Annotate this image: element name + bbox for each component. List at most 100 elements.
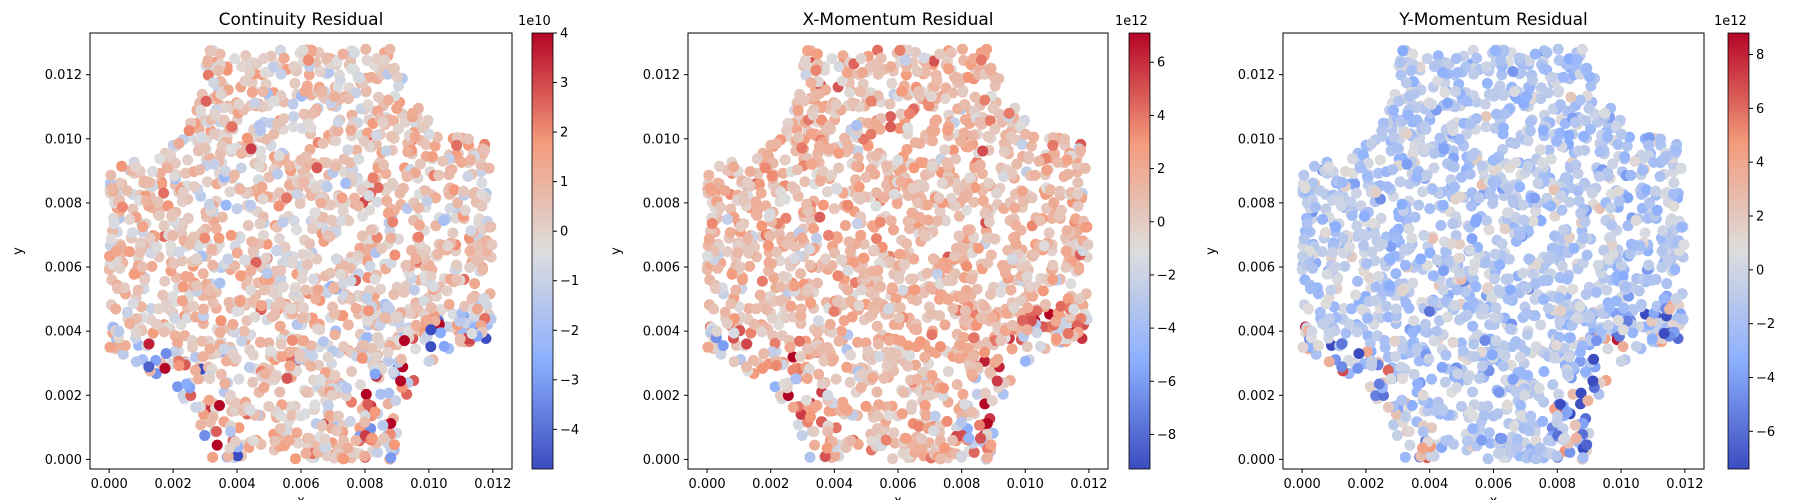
scatter-point <box>992 354 1003 365</box>
scatter-point <box>913 86 924 97</box>
scatter-point <box>968 332 979 343</box>
scatter-point <box>843 265 854 276</box>
scatter-point <box>211 426 222 437</box>
scatter-point <box>1634 285 1645 296</box>
scatter-point <box>950 201 961 212</box>
scatter-point <box>410 253 421 264</box>
colorbar-tick-label: 4 <box>1157 109 1165 124</box>
scatter-point <box>1514 53 1525 64</box>
scatter-point <box>161 348 172 359</box>
scatter-point <box>1448 337 1459 348</box>
x-tick-label: 0.004 <box>816 477 853 492</box>
scatter-point <box>378 117 389 128</box>
scatter-point <box>341 383 352 394</box>
scatter-point <box>887 453 898 464</box>
scatter-point <box>1400 411 1411 422</box>
scatter-point <box>931 75 942 86</box>
scatter-point <box>1403 223 1414 234</box>
scatter-point <box>1297 342 1308 353</box>
scatter-point <box>204 395 215 406</box>
scatter-point <box>315 66 326 77</box>
scatter-point <box>901 238 912 249</box>
scatter-point <box>886 215 897 226</box>
scatter-point <box>257 194 268 205</box>
scatter-point <box>1401 298 1412 309</box>
scatter-point <box>942 125 953 136</box>
scatter-point <box>204 373 215 384</box>
scatter-point <box>258 53 269 64</box>
scatter-point <box>284 360 295 371</box>
scatter-point <box>191 253 202 264</box>
scatter-point <box>979 347 990 358</box>
scatter-point <box>799 176 810 187</box>
scatter-point <box>206 244 217 255</box>
scatter-point <box>274 150 285 161</box>
scatter-point <box>988 103 999 114</box>
scatter-point <box>878 192 889 203</box>
scatter-point <box>1481 111 1492 122</box>
scatter-point <box>141 195 152 206</box>
scatter-point <box>806 128 817 139</box>
scatter-point <box>402 146 413 157</box>
scatter-point <box>797 233 808 244</box>
colorbar-tick-label: −3 <box>560 373 579 388</box>
scatter-point <box>329 91 340 102</box>
scatter-point <box>1467 387 1478 398</box>
scatter-point <box>1509 421 1520 432</box>
scatter-point <box>304 238 315 249</box>
scatter-point <box>1347 153 1358 164</box>
scatter-point <box>739 195 750 206</box>
scatter-point <box>106 234 117 245</box>
scatter-point <box>710 283 721 294</box>
scatter-point <box>992 376 1003 387</box>
scatter-point <box>834 336 845 347</box>
scatter-point <box>245 200 256 211</box>
scatter-point <box>1431 326 1442 337</box>
scatter-point <box>867 372 878 383</box>
scatter-point <box>970 92 981 103</box>
scatter-point <box>881 160 892 171</box>
scatter-point <box>309 207 320 218</box>
scatter-point <box>1570 420 1581 431</box>
scatter-point <box>708 304 719 315</box>
scatter-point <box>359 417 370 428</box>
scatter-point <box>1477 160 1488 171</box>
scatter-point <box>375 284 386 295</box>
scatter-point <box>245 285 256 296</box>
scatter-point <box>975 159 986 170</box>
scatter-point <box>214 233 225 244</box>
scatter-point <box>1007 343 1018 354</box>
scatter-point <box>1017 315 1028 326</box>
scatter-point <box>897 285 908 296</box>
scatter-point <box>345 275 356 286</box>
scatter-point <box>1044 228 1055 239</box>
scatter-point <box>278 217 289 228</box>
scatter-point <box>276 339 287 350</box>
scatter-point <box>190 402 201 413</box>
scatter-point <box>757 276 768 287</box>
scatter-point <box>458 186 469 197</box>
scatter-point <box>1453 253 1464 264</box>
x-tick-label: 0.008 <box>943 477 980 492</box>
scatter-point <box>858 253 869 264</box>
scatter-point <box>1480 99 1491 110</box>
scatter-point <box>248 350 259 361</box>
scatter-point <box>882 360 893 371</box>
scatter-point <box>889 189 900 200</box>
scatter-point <box>1531 341 1542 352</box>
scatter-point <box>725 298 736 309</box>
scatter-point <box>1474 192 1485 203</box>
scatter-point <box>822 186 833 197</box>
scatter-point <box>372 447 383 458</box>
y-tick-label: 0.008 <box>643 196 680 211</box>
scatter-point <box>892 155 903 166</box>
scatter-point <box>1523 135 1534 146</box>
scatter-point <box>425 324 436 335</box>
scatter-point <box>178 187 189 198</box>
y-tick-label: 0.010 <box>45 132 82 147</box>
scatter-point <box>1080 163 1091 174</box>
scatter-point <box>959 99 970 110</box>
scatter-point <box>873 339 884 350</box>
scatter-point <box>365 261 376 272</box>
scatter-point <box>235 296 246 307</box>
